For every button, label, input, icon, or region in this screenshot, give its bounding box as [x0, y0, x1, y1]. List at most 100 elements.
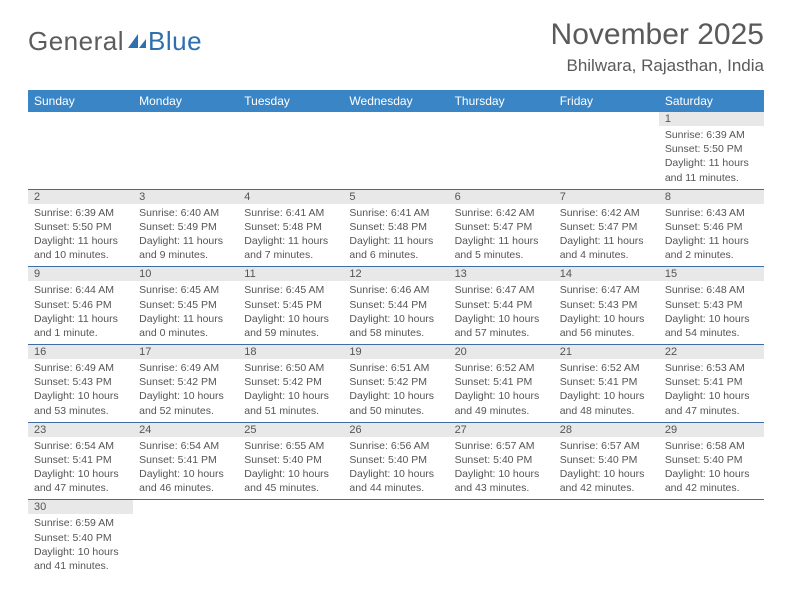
calendar-day-cell: 27Sunrise: 6:57 AMSunset: 5:40 PMDayligh…	[449, 423, 554, 500]
sunset-line: Sunset: 5:41 PM	[139, 453, 232, 467]
daylight-line: Daylight: 10 hours	[34, 467, 127, 481]
sunset-line: Sunset: 5:41 PM	[34, 453, 127, 467]
calendar-day-cell: 6Sunrise: 6:42 AMSunset: 5:47 PMDaylight…	[449, 190, 554, 267]
daylight-line: Daylight: 10 hours	[244, 312, 337, 326]
daylight-line: Daylight: 10 hours	[455, 389, 548, 403]
sunrise-line: Sunrise: 6:58 AM	[665, 439, 758, 453]
calendar-day-cell: 26Sunrise: 6:56 AMSunset: 5:40 PMDayligh…	[343, 423, 448, 500]
calendar-day-cell: 18Sunrise: 6:50 AMSunset: 5:42 PMDayligh…	[238, 345, 343, 422]
day-number: 16	[28, 345, 133, 359]
daylight-line: and 57 minutes.	[455, 326, 548, 340]
day-number	[449, 112, 554, 114]
calendar-day-cell: 2Sunrise: 6:39 AMSunset: 5:50 PMDaylight…	[28, 190, 133, 267]
calendar-day-cell	[133, 112, 238, 189]
calendar-week-row: 1Sunrise: 6:39 AMSunset: 5:50 PMDaylight…	[28, 112, 764, 190]
sunset-line: Sunset: 5:44 PM	[455, 298, 548, 312]
day-number: 12	[343, 267, 448, 281]
weekday-head: Saturday	[659, 90, 764, 112]
calendar-day-cell: 23Sunrise: 6:54 AMSunset: 5:41 PMDayligh…	[28, 423, 133, 500]
calendar-day-cell	[449, 112, 554, 189]
daylight-line: and 5 minutes.	[455, 248, 548, 262]
calendar-day-cell: 3Sunrise: 6:40 AMSunset: 5:49 PMDaylight…	[133, 190, 238, 267]
sunset-line: Sunset: 5:40 PM	[34, 531, 127, 545]
day-number: 7	[554, 190, 659, 204]
sunset-line: Sunset: 5:43 PM	[665, 298, 758, 312]
day-number: 10	[133, 267, 238, 281]
day-number: 13	[449, 267, 554, 281]
calendar-day-cell	[238, 500, 343, 577]
daylight-line: Daylight: 11 hours	[560, 234, 653, 248]
calendar-day-cell	[449, 500, 554, 577]
day-number: 19	[343, 345, 448, 359]
daylight-line: Daylight: 11 hours	[34, 312, 127, 326]
sunset-line: Sunset: 5:40 PM	[455, 453, 548, 467]
sunset-line: Sunset: 5:42 PM	[139, 375, 232, 389]
sunrise-line: Sunrise: 6:42 AM	[560, 206, 653, 220]
sunset-line: Sunset: 5:40 PM	[560, 453, 653, 467]
daylight-line: and 50 minutes.	[349, 404, 442, 418]
sunset-line: Sunset: 5:40 PM	[665, 453, 758, 467]
daylight-line: and 47 minutes.	[34, 481, 127, 495]
logo-text-1: General	[28, 26, 124, 57]
daylight-line: and 10 minutes.	[34, 248, 127, 262]
sunset-line: Sunset: 5:45 PM	[244, 298, 337, 312]
day-number	[238, 112, 343, 114]
sunrise-line: Sunrise: 6:49 AM	[34, 361, 127, 375]
calendar-week-row: 23Sunrise: 6:54 AMSunset: 5:41 PMDayligh…	[28, 423, 764, 501]
daylight-line: Daylight: 10 hours	[665, 312, 758, 326]
sunrise-line: Sunrise: 6:42 AM	[455, 206, 548, 220]
sunrise-line: Sunrise: 6:53 AM	[665, 361, 758, 375]
calendar-day-cell	[343, 500, 448, 577]
calendar-day-cell: 22Sunrise: 6:53 AMSunset: 5:41 PMDayligh…	[659, 345, 764, 422]
sunset-line: Sunset: 5:47 PM	[455, 220, 548, 234]
day-number: 5	[343, 190, 448, 204]
calendar-header-row: Sunday Monday Tuesday Wednesday Thursday…	[28, 90, 764, 112]
daylight-line: and 56 minutes.	[560, 326, 653, 340]
day-number: 24	[133, 423, 238, 437]
daylight-line: Daylight: 10 hours	[349, 312, 442, 326]
calendar-day-cell: 30Sunrise: 6:59 AMSunset: 5:40 PMDayligh…	[28, 500, 133, 577]
sunset-line: Sunset: 5:42 PM	[244, 375, 337, 389]
sunset-line: Sunset: 5:43 PM	[560, 298, 653, 312]
weekday-head: Friday	[554, 90, 659, 112]
sunset-line: Sunset: 5:48 PM	[244, 220, 337, 234]
calendar-body: 1Sunrise: 6:39 AMSunset: 5:50 PMDaylight…	[28, 112, 764, 577]
daylight-line: Daylight: 11 hours	[665, 234, 758, 248]
calendar-week-row: 16 Sunrise: 6:49 AMSunset: 5:43 PM Dayligh…	[28, 345, 764, 423]
daylight-line: and 44 minutes.	[349, 481, 442, 495]
daylight-line: and 53 minutes.	[34, 404, 127, 418]
daylight-line: and 4 minutes.	[560, 248, 653, 262]
daylight-line: and 49 minutes.	[455, 404, 548, 418]
sunset-line: Sunset: 5:42 PM	[349, 375, 442, 389]
sunset-line: Sunset: 5:48 PM	[349, 220, 442, 234]
calendar-week-row: 2Sunrise: 6:39 AMSunset: 5:50 PMDaylight…	[28, 190, 764, 268]
day-number: 14	[554, 267, 659, 281]
sunrise-line: Sunrise: 6:50 AM	[244, 361, 337, 375]
calendar-day-cell	[554, 112, 659, 189]
day-number: 18	[238, 345, 343, 359]
sunrise-line: Sunrise: 6:55 AM	[244, 439, 337, 453]
calendar-day-cell: 9Sunrise: 6:44 AMSunset: 5:46 PMDaylight…	[28, 267, 133, 344]
sunrise-line: Sunrise: 6:57 AM	[455, 439, 548, 453]
sunset-line: Sunset: 5:49 PM	[139, 220, 232, 234]
day-number	[28, 112, 133, 114]
daylight-line: and 7 minutes.	[244, 248, 337, 262]
sunrise-line: Sunrise: 6:54 AM	[34, 439, 127, 453]
calendar-day-cell	[659, 500, 764, 577]
sunset-line: Sunset: 5:46 PM	[34, 298, 127, 312]
sunrise-line: Sunrise: 6:59 AM	[34, 516, 127, 530]
weekday-head: Monday	[133, 90, 238, 112]
sunrise-line: Sunrise: 6:56 AM	[349, 439, 442, 453]
daylight-line: Daylight: 10 hours	[349, 467, 442, 481]
sunrise-line: Sunrise: 6:40 AM	[139, 206, 232, 220]
daylight-line: and 54 minutes.	[665, 326, 758, 340]
calendar-day-cell: 24Sunrise: 6:54 AMSunset: 5:41 PMDayligh…	[133, 423, 238, 500]
daylight-line: Daylight: 10 hours	[560, 389, 653, 403]
calendar-day-cell: 21Sunrise: 6:52 AMSunset: 5:41 PMDayligh…	[554, 345, 659, 422]
daylight-line: and 0 minutes.	[139, 326, 232, 340]
sunset-line: Sunset: 5:43 PM	[34, 375, 127, 389]
daylight-line: and 6 minutes.	[349, 248, 442, 262]
sunrise-line: Sunrise: 6:41 AM	[349, 206, 442, 220]
sunrise-line: Sunrise: 6:39 AM	[34, 206, 127, 220]
calendar-day-cell: 8Sunrise: 6:43 AMSunset: 5:46 PMDaylight…	[659, 190, 764, 267]
